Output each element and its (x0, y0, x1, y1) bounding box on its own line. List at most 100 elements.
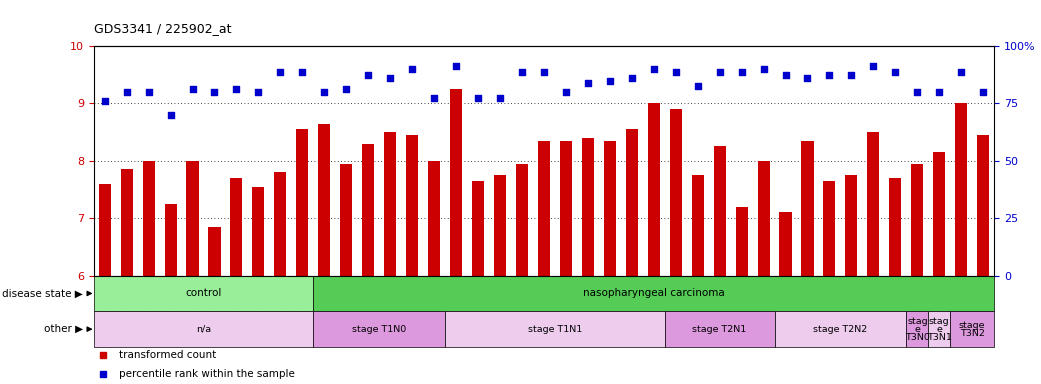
Point (316, 89, 333, 95)
Point (119, 89, 135, 95)
Bar (164, 204, 177, 276)
Point (711, 69, 728, 75)
Bar (950, 311, 994, 347)
Bar (691, 175, 704, 276)
Bar (472, 181, 484, 276)
Point (799, 74, 816, 81)
Bar (775, 311, 907, 347)
Bar (933, 152, 945, 276)
Bar (626, 129, 638, 276)
Point (250, 89, 266, 95)
Bar (99, 184, 110, 276)
Point (624, 74, 640, 81)
Bar (428, 161, 440, 276)
Bar (297, 129, 308, 276)
Point (821, 72, 838, 78)
Point (733, 69, 750, 75)
Point (360, 72, 377, 78)
Bar (94, 311, 313, 347)
Text: nasopharyngeal carcinoma: nasopharyngeal carcinoma (583, 288, 725, 298)
Point (338, 86, 355, 92)
Bar (538, 141, 550, 276)
Bar (406, 135, 418, 276)
Text: other ▶: other ▶ (44, 324, 83, 334)
Text: transformed count: transformed count (119, 350, 217, 360)
Bar (911, 164, 923, 276)
Text: GDS3341 / 225902_at: GDS3341 / 225902_at (94, 22, 231, 35)
Point (535, 69, 552, 75)
Bar (384, 132, 397, 276)
Bar (713, 146, 726, 276)
Bar (802, 141, 813, 276)
Bar (669, 109, 682, 276)
Point (843, 72, 860, 78)
Text: percentile rank within the sample: percentile rank within the sample (119, 369, 295, 379)
Bar (186, 161, 199, 276)
Point (974, 89, 991, 95)
Point (448, 63, 464, 69)
Point (228, 86, 245, 92)
Point (778, 72, 794, 78)
Bar (252, 187, 264, 276)
Bar (780, 212, 791, 276)
Bar (977, 135, 989, 276)
Text: stag
e
T3N0: stag e T3N0 (905, 317, 930, 342)
Bar (450, 89, 462, 276)
Point (184, 86, 201, 92)
Bar (604, 141, 616, 276)
Bar (758, 161, 769, 276)
Text: stage T1N0: stage T1N0 (352, 324, 406, 334)
Bar (340, 164, 352, 276)
Bar (208, 227, 221, 276)
Bar (582, 138, 593, 276)
Bar (560, 141, 572, 276)
Bar (313, 311, 446, 347)
Text: stag
e
T3N1: stag e T3N1 (926, 317, 951, 342)
Point (865, 63, 882, 69)
Bar (648, 103, 660, 276)
Point (931, 89, 947, 95)
Point (755, 66, 771, 72)
Text: disease state ▶: disease state ▶ (2, 288, 83, 298)
Point (294, 69, 310, 75)
Bar (94, 276, 313, 311)
Bar (230, 178, 243, 276)
Point (382, 74, 399, 81)
Point (667, 69, 684, 75)
Text: stage T2N1: stage T2N1 (692, 324, 746, 334)
Bar (907, 311, 929, 347)
Text: stage T2N2: stage T2N2 (813, 324, 867, 334)
Bar (446, 311, 665, 347)
Point (162, 112, 179, 118)
Point (404, 66, 421, 72)
Bar (665, 311, 775, 347)
Text: control: control (185, 288, 222, 298)
Point (141, 89, 157, 95)
Bar (313, 276, 994, 311)
Bar (494, 175, 506, 276)
Point (887, 69, 904, 75)
Point (580, 80, 596, 86)
Point (689, 83, 706, 89)
Bar (929, 311, 950, 347)
Bar (956, 103, 967, 276)
Text: n/a: n/a (196, 324, 211, 334)
Point (909, 89, 925, 95)
Point (426, 94, 442, 101)
Bar (889, 178, 902, 276)
Text: stage T1N1: stage T1N1 (528, 324, 582, 334)
Text: stage
T3N2: stage T3N2 (959, 321, 986, 338)
Bar (867, 132, 880, 276)
Point (469, 94, 486, 101)
Bar (143, 161, 155, 276)
Bar (319, 124, 330, 276)
Bar (121, 169, 132, 276)
Bar (845, 175, 858, 276)
Point (645, 66, 662, 72)
Point (491, 94, 508, 101)
Bar (275, 172, 286, 276)
Point (558, 89, 575, 95)
Bar (516, 164, 528, 276)
Point (953, 69, 969, 75)
Point (272, 69, 288, 75)
